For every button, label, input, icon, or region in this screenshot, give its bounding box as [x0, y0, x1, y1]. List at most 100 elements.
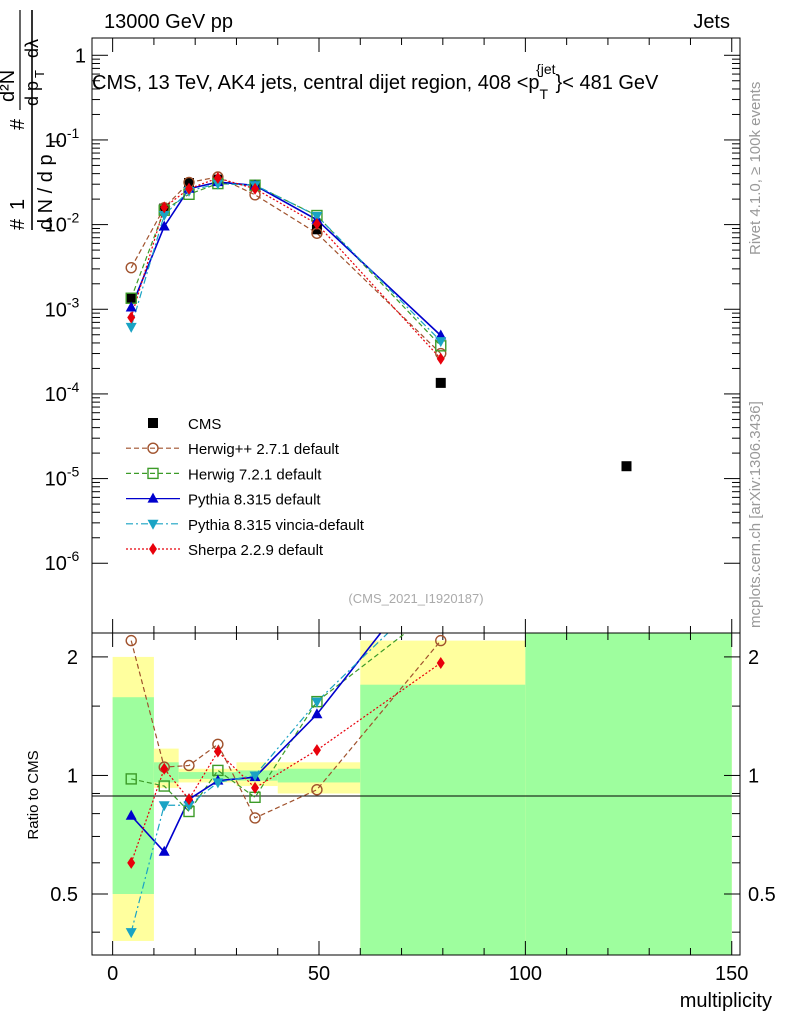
main-point-sherpa — [213, 172, 222, 185]
main-ytick-label: 10-1 — [45, 125, 80, 152]
ratio-point-herwigpp — [183, 759, 195, 772]
ratio-ytick-label: 0.5 — [50, 884, 78, 906]
main-point-vincia — [435, 337, 447, 348]
main-series-markers — [125, 171, 632, 472]
ratio-point-herwigpp — [435, 634, 447, 647]
analysis-id: (CMS_2021_I1920187) — [348, 591, 483, 606]
main-point-pythia — [435, 329, 447, 340]
ylabel-den-2: d p — [22, 81, 42, 106]
legend-marker-pythia — [147, 492, 159, 503]
main-line-herwig7 — [130, 182, 442, 347]
ratio-ytick-label: 1 — [67, 765, 78, 787]
ratio-ytick-label-right: 2 — [748, 647, 759, 669]
ratio-point-vincia — [249, 771, 261, 782]
x-axis-label: multiplicity — [680, 990, 772, 1012]
ratio-point-pythia — [158, 845, 170, 856]
ratio-point-sherpa — [213, 745, 222, 758]
ratio-xtick-label: 150 — [715, 963, 748, 985]
ratio-xtick-label: 100 — [509, 963, 542, 985]
ratio-xtick-label: 50 — [308, 963, 330, 985]
ratio-point-vincia — [212, 778, 224, 789]
ratio-point-sherpa — [184, 793, 193, 806]
ratio-band-green — [178, 772, 204, 779]
main-axis-ticks: 1 10-1 10-2 10-3 10-4 10-5 10-6 — [45, 38, 740, 633]
legend-label-sherpa: Sherpa 2.2.9 default — [188, 542, 324, 559]
legend: CMS Herwig++ 2.7.1 default Herwig 7.2.1 de… — [126, 416, 365, 559]
ratio-point-herwigpp — [311, 784, 323, 796]
ratio-series-markers — [125, 634, 447, 939]
ratio-point-herwig7 — [125, 773, 137, 785]
main-ytick-label: 10-3 — [45, 294, 80, 321]
legend-marker-vincia — [147, 519, 159, 530]
ratio-point-herwigpp — [125, 634, 137, 647]
main-ylabel: # 1 d N / d p T # d²N d p T dλ — [0, 10, 63, 230]
main-point-vincia — [311, 211, 323, 222]
legend-label-pythia: Pythia 8.315 default — [188, 492, 321, 509]
side-label-rivet: Rivet 4.1.0, ≥ 100k events — [747, 82, 764, 255]
main-point-data — [621, 461, 632, 472]
ratio-point-sherpa — [312, 744, 321, 757]
main-point-sherpa — [251, 182, 260, 195]
ratio-point-sherpa — [127, 856, 136, 869]
plot-title-main: CMS, 13 TeV, AK4 jets, central dijet reg… — [92, 72, 540, 94]
ylabel-num-d2n: d²N — [0, 70, 19, 102]
legend-marker-herwigpp — [147, 442, 159, 454]
ratio-band-green — [525, 633, 732, 955]
main-ytick-label: 10-4 — [45, 379, 80, 406]
main-line-pythia — [130, 181, 442, 337]
ratio-xtick-label: 0 — [107, 963, 118, 985]
legend-marker-data — [148, 418, 158, 428]
main-point-vincia — [212, 179, 224, 190]
ratio-ylabel: Ratio to CMS — [25, 750, 42, 839]
legend-label-herwigpp: Herwig++ 2.7.1 default — [188, 441, 340, 458]
ratio-ytick-label-right: 1 — [748, 765, 759, 787]
header-right: Jets — [693, 11, 730, 33]
ratio-line-herwig7 — [131, 633, 407, 813]
ratio-point-pythia — [125, 809, 137, 820]
ratio-point-sherpa — [160, 762, 169, 775]
main-point-sherpa — [312, 217, 321, 230]
main-point-sherpa — [436, 352, 445, 365]
main-point-sherpa — [160, 201, 169, 214]
plot-title-sub: T — [540, 86, 549, 102]
ratio-point-vincia — [125, 928, 137, 939]
main-point-data — [126, 293, 137, 304]
legend-label-herwig7: Herwig 7.2.1 default — [188, 466, 322, 483]
legend-marker-herwig7 — [147, 467, 159, 480]
ylabel-one-1: # — [7, 218, 29, 230]
ratio-band-green — [277, 768, 361, 783]
ratio-ytick-label-right: 0.5 — [748, 884, 776, 906]
main-ytick-label: 10-2 — [45, 210, 80, 237]
plot-title-tail: }< 481 GeV — [556, 72, 660, 94]
main-ytick-label: 10-5 — [45, 464, 80, 491]
legend-marker-sherpa — [149, 543, 157, 555]
ratio-point-vincia — [183, 801, 195, 812]
main-point-data — [435, 377, 446, 388]
main-point-vincia — [125, 322, 137, 333]
ratio-point-vincia — [311, 697, 323, 708]
ylabel-den-1: d N / d p — [35, 154, 57, 230]
ratio-point-herwigpp — [249, 812, 261, 824]
ratio-ytick-label: 2 — [67, 647, 78, 669]
main-point-sherpa — [127, 311, 136, 324]
ratio-point-pythia — [311, 708, 323, 719]
main-point-vincia — [158, 210, 170, 221]
ylabel-num-hash: # — [7, 118, 29, 130]
main-series-lines — [130, 176, 442, 360]
ratio-point-vincia — [158, 801, 170, 812]
ratio-axis-ticks: 0.5 0.5 1 1 2 2 0 50 100 150 — [50, 633, 776, 985]
plot-title-sup: {jet — [536, 61, 556, 77]
ylabel-den-sub: T — [47, 137, 63, 146]
ylabel-den-lambda: dλ — [22, 39, 42, 58]
ratio-band-green — [360, 684, 526, 955]
ratio-point-herwig7 — [158, 780, 170, 792]
ylabel-one-2: 1 — [7, 199, 29, 210]
header-left: 13000 GeV pp — [104, 11, 233, 33]
plot-title: CMS, 13 TeV, AK4 jets, central dijet reg… — [92, 61, 659, 102]
main-point-pythia — [125, 301, 137, 312]
ratio-panel-frame — [91, 632, 741, 956]
ratio-uncertainty-bands — [112, 633, 732, 955]
main-ytick-label: 1 — [75, 45, 86, 67]
main-ytick-label: 10-6 — [45, 548, 80, 575]
